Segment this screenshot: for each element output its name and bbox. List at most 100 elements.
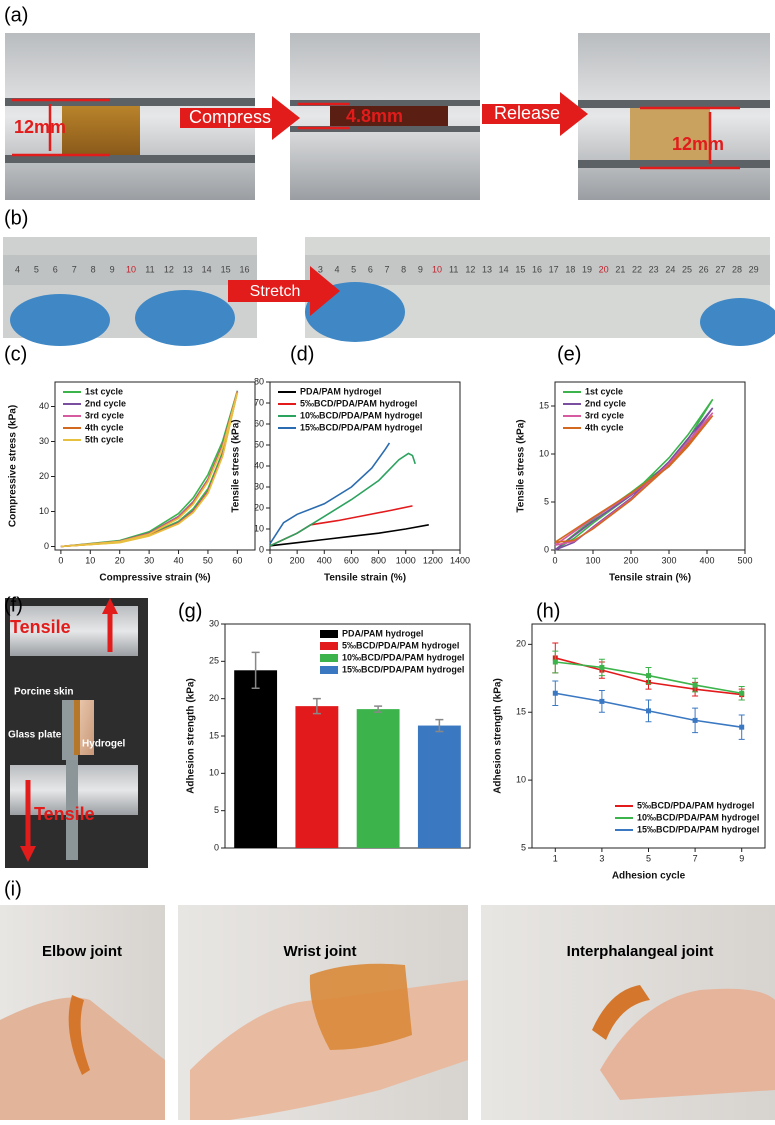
photo-compress	[5, 33, 770, 200]
series-line	[60, 390, 239, 548]
ruler-number: 9	[418, 264, 423, 274]
legend-label: 4th cycle	[85, 422, 124, 432]
error-bar	[435, 718, 444, 733]
y-tick-label: 15	[209, 730, 219, 740]
y-tick-label: 40	[39, 401, 49, 411]
legend-swatch	[320, 654, 338, 662]
legend-label: 10‰BCD/PDA/PAM hydrogel	[637, 812, 759, 822]
panel-label: (a)	[4, 4, 28, 26]
legend-label: 3rd cycle	[585, 410, 624, 420]
y-tick-label: 30	[254, 481, 264, 491]
legend-label: PDA/PAM hydrogel	[300, 386, 381, 396]
legend-label: 1st cycle	[85, 386, 123, 396]
y-tick-label: 10	[539, 448, 549, 458]
x-tick-label: 200	[623, 555, 638, 565]
x-tick-label: 1000	[396, 555, 416, 565]
ruler-number: 19	[582, 264, 592, 274]
arrow-label: Compress	[189, 107, 271, 127]
ruler-number: 4	[15, 264, 20, 274]
x-axis-label: Compressive strain (%)	[99, 573, 210, 584]
point-marker	[552, 690, 558, 696]
ruler-number: 5	[34, 264, 39, 274]
y-tick-label: 40	[254, 460, 264, 470]
x-tick-label: 600	[344, 555, 359, 565]
ruler-number: 12	[465, 264, 475, 274]
point-marker	[692, 717, 698, 723]
y-axis-label: Compressive stress (kPa)	[8, 405, 19, 527]
dimension-label: 4.8mm	[346, 106, 403, 126]
y-tick-label: 20	[516, 639, 526, 649]
photo-stretch	[3, 237, 775, 346]
ruler-number: 14	[202, 264, 212, 274]
legend-label: 5‰BCD/PDA/PAM hydrogel	[300, 398, 417, 408]
y-tick-label: 15	[516, 707, 526, 717]
series-line	[269, 505, 413, 547]
panel-label: (f)	[4, 594, 23, 616]
y-tick-label: 5	[521, 842, 526, 852]
x-tick-label: 0	[267, 555, 272, 565]
ruler: 4 5 6 7 8 9 10 11 12 13 14 15 16 3 4 5 6 7 8 9 10 11 12 13 14 15 1…	[15, 264, 759, 274]
error-bar	[374, 705, 383, 713]
ruler-number: 23	[649, 264, 659, 274]
ruler-number: 16	[240, 264, 250, 274]
bar	[417, 725, 461, 848]
bar	[295, 706, 339, 848]
ruler-number: 9	[110, 264, 115, 274]
x-tick-label: 300	[661, 555, 676, 565]
x-tick-label: 7	[693, 853, 698, 863]
point-marker	[646, 673, 651, 679]
legend-label: 5‰BCD/PDA/PAM hydrogel	[342, 640, 459, 650]
series-line	[554, 415, 714, 544]
x-tick-label: 400	[317, 555, 332, 565]
dimension-label: 12mm	[14, 117, 66, 137]
photo-label: Wrist joint	[283, 943, 356, 960]
ruler-number: 22	[632, 264, 642, 274]
x-tick-label: 1400	[450, 555, 470, 565]
error-bar	[251, 651, 260, 689]
y-tick-label: 20	[39, 471, 49, 481]
legend-label: 2nd cycle	[85, 398, 126, 408]
legend-swatch	[320, 642, 338, 650]
y-tick-label: 0	[259, 544, 264, 554]
ruler-number: 21	[615, 264, 625, 274]
x-tick-label: 100	[585, 555, 600, 565]
point-marker	[599, 664, 605, 670]
y-tick-label: 80	[254, 376, 264, 386]
photo-joints	[0, 905, 775, 1120]
y-axis-label: Adhesion strength (kPa)	[493, 678, 504, 794]
photo-label: Tensile	[10, 617, 71, 637]
legend-label: 4th cycle	[585, 422, 624, 432]
legend-label: 15‰BCD/PDA/PAM hydrogel	[342, 664, 464, 674]
panel-label: (b)	[4, 207, 28, 229]
ruler-number: 10	[432, 264, 442, 274]
ruler-number: 26	[699, 264, 709, 274]
y-tick-label: 20	[254, 502, 264, 512]
x-tick-label: 0	[552, 555, 557, 565]
legend-label: 15‰BCD/PDA/PAM hydrogel	[300, 422, 422, 432]
y-tick-label: 30	[39, 436, 49, 446]
x-tick-label: 500	[737, 555, 752, 565]
legend-swatch	[320, 666, 338, 674]
photo-tensile	[5, 598, 148, 868]
ruler-number: 24	[665, 264, 675, 274]
x-tick-label: 1	[553, 853, 558, 863]
series-line	[269, 524, 429, 547]
point-marker	[739, 690, 745, 696]
ruler-number: 11	[145, 264, 154, 274]
ruler-number: 7	[384, 264, 389, 274]
point-marker	[646, 708, 651, 714]
ruler-number: 16	[532, 264, 542, 274]
ruler-number: 28	[732, 264, 742, 274]
x-tick-label: 10	[85, 555, 95, 565]
arrow-label: Release	[494, 103, 560, 123]
ruler-number: 8	[91, 264, 96, 274]
legend-label: 10‰BCD/PDA/PAM hydrogel	[342, 652, 464, 662]
x-tick-label: 40	[174, 555, 184, 565]
panel-label: (d)	[290, 343, 314, 365]
panel-label: (h)	[536, 600, 560, 622]
ruler-number: 8	[401, 264, 406, 274]
x-tick-label: 1200	[423, 555, 443, 565]
panel-label: (e)	[557, 343, 581, 365]
point-marker	[739, 724, 745, 730]
x-tick-label: 800	[371, 555, 386, 565]
